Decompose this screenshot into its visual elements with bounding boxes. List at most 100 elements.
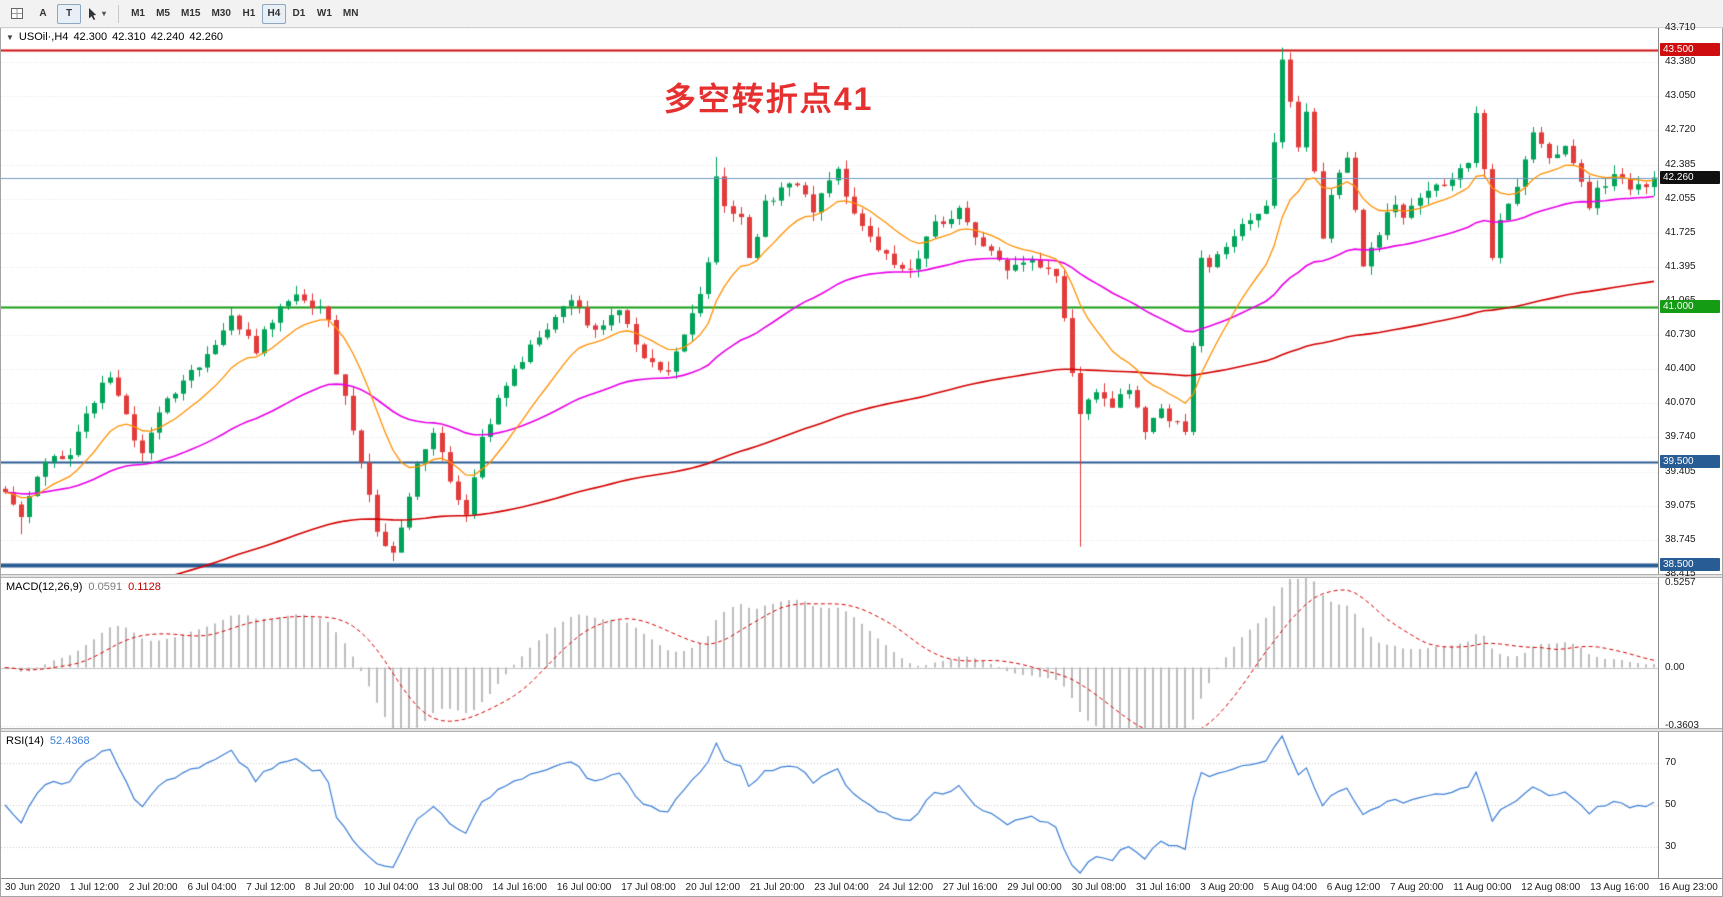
macd-tick: 0.00	[1665, 661, 1685, 673]
price-line-label: 43.500	[1660, 42, 1720, 56]
main-pane: ▼ USOil·,H4 42.300 42.310 42.240 42.260 …	[1, 22, 1722, 579]
current-price-label: 42.260	[1660, 170, 1720, 184]
timeframe-button-m15[interactable]: M15	[176, 4, 205, 24]
macd-tick: 0.5257	[1665, 576, 1696, 588]
rsi-label: RSI(14) 52.4368	[6, 735, 90, 747]
grid-icon	[11, 8, 23, 19]
macd-plot: MACD(12,26,9) 0.0591 0.1128	[1, 578, 1658, 728]
ohlc-close: 42.260	[189, 31, 224, 43]
price-tick: 40.070	[1665, 397, 1696, 409]
toolbar: A T ▾ M1 M5 M15 M30 H1 H4 D1 W1 MN	[0, 0, 1723, 28]
price-tick: 41.725	[1665, 226, 1696, 238]
rsi-axis: 70 50 30	[1658, 732, 1722, 878]
time-label: 1 Jul 12:00	[69, 882, 119, 893]
main-plot: ▼ USOil·,H4 42.300 42.310 42.240 42.260 …	[1, 28, 1658, 574]
time-label: 31 Jul 16:00	[1135, 882, 1191, 893]
macd-name: MACD(12,26,9)	[6, 581, 83, 593]
time-label: 6 Jul 04:00	[187, 882, 237, 893]
time-label: 16 Aug 23:00	[1658, 882, 1718, 893]
timeframe-button-m5[interactable]: M5	[151, 4, 175, 24]
time-label: 7 Aug 20:00	[1389, 882, 1444, 893]
timeframe-button-d1[interactable]: D1	[287, 4, 311, 24]
time-label: 2 Jul 20:00	[128, 882, 178, 893]
pane-separator-macd[interactable]	[1, 574, 1722, 578]
macd-main-value: 0.0591	[88, 581, 123, 593]
autoscroll-button[interactable]: A	[31, 4, 55, 24]
time-label: 11 Aug 00:00	[1453, 882, 1512, 893]
time-label: 17 Jul 08:00	[621, 882, 676, 893]
ohlc-open: 42.300	[73, 31, 108, 43]
time-label: 14 Jul 16:00	[492, 882, 548, 893]
price-tick: 43.050	[1665, 90, 1696, 102]
timeframe-button-m30[interactable]: M30	[206, 4, 235, 24]
pane-separator-rsi[interactable]	[1, 728, 1722, 732]
time-label: 10 Jul 04:00	[363, 882, 419, 893]
toolbar-separator	[118, 4, 120, 23]
cursor-icon	[89, 7, 97, 20]
price-axis: 43.710 43.380 43.050 42.720 42.385 42.055 41.7…	[1658, 22, 1722, 579]
time-label: 24 Jul 12:00	[878, 882, 934, 893]
timeframe-button-mn[interactable]: MN	[338, 4, 364, 24]
price-tick: 38.745	[1665, 533, 1696, 545]
time-label: 8 Jul 20:00	[305, 882, 354, 893]
price-tick: 40.730	[1665, 329, 1696, 341]
price-tick: 43.380	[1665, 56, 1696, 68]
ohlc-expand-icon[interactable]: ▼	[6, 32, 14, 42]
text-tool-button[interactable]: T	[57, 3, 81, 24]
rsi-name: RSI(14)	[6, 735, 44, 747]
rsi-pane: RSI(14) 52.4368 70 50 30	[1, 732, 1722, 878]
time-label: 23 Jul 04:00	[814, 882, 869, 893]
macd-axis: 0.5257 0.00 -0.3603	[1658, 576, 1722, 731]
price-tick: 40.400	[1665, 363, 1696, 375]
time-label: 29 Jul 00:00	[1007, 882, 1062, 893]
rsi-tick: 30	[1665, 840, 1677, 852]
time-label: 13 Aug 16:00	[1590, 882, 1650, 893]
price-line-label: 41.000	[1660, 300, 1720, 314]
rsi-value: 52.4368	[49, 735, 90, 747]
price-line-label: 39.500	[1660, 455, 1720, 469]
rsi-tick: 50	[1665, 799, 1677, 810]
rsi-tick: 70	[1665, 757, 1677, 769]
chart-templates-button[interactable]	[5, 4, 29, 24]
time-label: 16 Jul 00:00	[556, 882, 612, 893]
timeframe-button-h4[interactable]: H4	[261, 3, 286, 24]
price-tick: 39.740	[1665, 431, 1696, 443]
price-tick: 42.385	[1665, 158, 1696, 170]
timeframe-button-m1[interactable]: M1	[126, 4, 150, 24]
time-label: 21 Jul 20:00	[749, 882, 805, 893]
price-tick: 39.075	[1665, 499, 1696, 511]
time-label: 30 Jul 08:00	[1071, 882, 1127, 893]
symbol-period-label: USOil·,H4	[18, 31, 69, 43]
macd-tick: -0.3603	[1665, 719, 1699, 731]
timeframe-group: M1 M5 M15 M30 H1 H4 D1 W1 MN	[126, 3, 364, 24]
price-tick: 42.720	[1665, 124, 1696, 136]
chart-header: ▼ USOil·,H4 42.300 42.310 42.240 42.260	[6, 31, 223, 43]
cursor-tool-button[interactable]: ▾	[83, 4, 111, 24]
time-label: 13 Jul 08:00	[428, 882, 483, 893]
price-tick: 43.710	[1665, 22, 1696, 33]
price-tick: 41.065	[1665, 295, 1696, 307]
price-tick: 39.405	[1665, 465, 1696, 477]
rsi-canvas[interactable]	[1, 732, 1658, 878]
chevron-down-icon: ▾	[102, 9, 107, 18]
time-label: 5 Aug 04:00	[1263, 882, 1317, 893]
time-label: 20 Jul 12:00	[685, 882, 741, 893]
rsi-plot: RSI(14) 52.4368	[1, 732, 1658, 878]
time-axis: 30 Jun 2020 1 Jul 12:00 2 Jul 20:00 6 Jul 0…	[1, 878, 1722, 896]
macd-canvas[interactable]	[1, 578, 1658, 728]
macd-pane: MACD(12,26,9) 0.0591 0.1128 0.5257 0.00 -0…	[1, 576, 1722, 731]
macd-label: MACD(12,26,9) 0.0591 0.1128	[6, 581, 161, 593]
timeframe-button-h1[interactable]: H1	[237, 4, 261, 24]
ohlc-high: 42.310	[112, 31, 146, 43]
time-label: 6 Aug 12:00	[1326, 882, 1381, 893]
price-line-label: 38.500	[1660, 558, 1720, 572]
timeframe-button-w1[interactable]: W1	[312, 4, 337, 24]
main-chart-canvas[interactable]	[1, 28, 1658, 574]
annotation-text: 多空转折点41	[663, 81, 874, 117]
chart-window: ▼ USOil·,H4 42.300 42.310 42.240 42.260 …	[0, 22, 1723, 897]
price-tick: 38.415	[1665, 568, 1696, 579]
price-tick: 42.055	[1665, 192, 1696, 204]
time-label: 7 Jul 12:00	[246, 882, 296, 893]
price-tick: 41.395	[1665, 260, 1696, 272]
